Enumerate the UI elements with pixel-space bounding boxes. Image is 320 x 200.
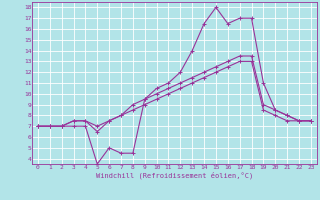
X-axis label: Windchill (Refroidissement éolien,°C): Windchill (Refroidissement éolien,°C) bbox=[96, 171, 253, 179]
